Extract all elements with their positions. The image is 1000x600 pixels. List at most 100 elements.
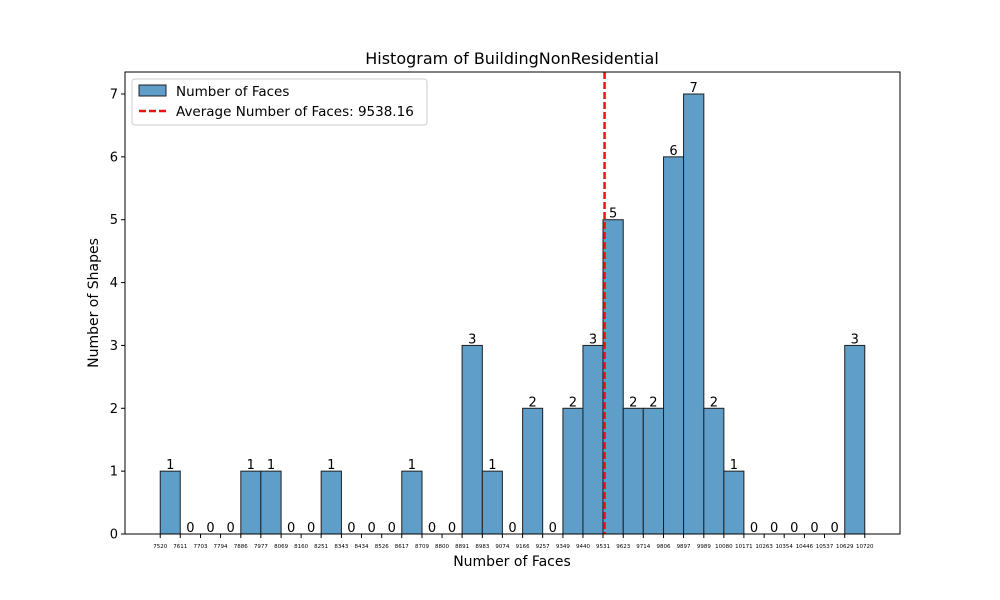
histogram-bar xyxy=(481,470,503,535)
bar-value-label: 0 xyxy=(770,521,778,536)
bar-value-label: 0 xyxy=(347,521,355,536)
y-tick-label: 0 xyxy=(110,528,118,543)
x-tick-label: 9257 xyxy=(536,544,550,550)
x-tick-label: 7794 xyxy=(214,544,228,550)
histogram-bar xyxy=(844,344,866,535)
x-tick-label: 9349 xyxy=(556,544,570,550)
x-tick-label: 10171 xyxy=(735,544,753,550)
bar-value-label: 0 xyxy=(307,521,315,536)
legend-box xyxy=(131,78,428,126)
x-tick-label: 8069 xyxy=(274,544,288,550)
histogram-bar xyxy=(663,156,685,535)
x-tick-label: 10537 xyxy=(816,544,834,550)
histogram-bar xyxy=(159,470,181,535)
bar-value-label: 0 xyxy=(227,521,235,536)
bar-value-label: 6 xyxy=(669,144,677,159)
x-tick-label: 8891 xyxy=(455,544,469,550)
x-tick-label: 8434 xyxy=(354,544,368,550)
legend-label-average: Average Number of Faces: 9538.16 xyxy=(176,104,414,120)
bar-value-label: 0 xyxy=(508,521,516,536)
histogram-bar xyxy=(461,344,483,535)
histogram-bar xyxy=(240,470,262,535)
bar-value-label: 7 xyxy=(690,81,698,96)
bar-value-label: 1 xyxy=(267,458,275,473)
y-tick-label: 4 xyxy=(110,276,118,291)
x-tick-label: 8800 xyxy=(435,544,449,550)
x-axis: 7520 7611 7703 7794 7886 7977 8069 8160 8251 8343… xyxy=(153,534,874,550)
bar-value-label: 5 xyxy=(609,207,617,222)
bar-value-label: 2 xyxy=(629,395,637,410)
y-tick-label: 5 xyxy=(110,213,118,228)
bar-value-label: 1 xyxy=(327,458,335,473)
histogram-bar xyxy=(683,93,705,535)
bars-layer xyxy=(159,93,866,535)
x-tick-label: 9166 xyxy=(516,544,530,550)
x-tick-label: 9897 xyxy=(677,544,691,550)
legend: Number of Faces Average Number of Faces:… xyxy=(131,78,428,126)
histogram-bar xyxy=(582,344,604,535)
x-tick-label: 8983 xyxy=(475,544,489,550)
x-tick-label: 9531 xyxy=(596,544,610,550)
y-tick-label: 3 xyxy=(110,339,118,354)
x-tick-label: 10720 xyxy=(856,544,874,550)
histogram-bar xyxy=(562,407,584,535)
x-tick-label: 9623 xyxy=(616,544,630,550)
x-tick-label: 8343 xyxy=(334,544,348,550)
bar-value-label: 1 xyxy=(408,458,416,473)
bar-value-label: 1 xyxy=(488,458,496,473)
histogram-bar xyxy=(522,407,544,535)
legend-label-faces: Number of Faces xyxy=(176,84,289,100)
bar-value-label: 0 xyxy=(428,521,436,536)
bar-value-label: 0 xyxy=(388,521,396,536)
histogram-bar xyxy=(401,470,423,535)
histogram-bar xyxy=(602,219,624,535)
x-tick-label: 7703 xyxy=(194,544,208,550)
x-tick-label: 10354 xyxy=(775,544,793,550)
bar-value-label: 0 xyxy=(206,521,214,536)
histogram-bar xyxy=(703,407,725,535)
bar-value-label: 0 xyxy=(448,521,456,536)
x-tick-label: 7611 xyxy=(173,544,187,550)
x-tick-label: 7886 xyxy=(234,544,248,550)
y-tick-label: 6 xyxy=(110,150,118,165)
bar-value-label: 0 xyxy=(790,521,798,536)
x-tick-label: 7977 xyxy=(254,544,268,550)
x-tick-label: 8160 xyxy=(294,544,308,550)
bar-value-label: 1 xyxy=(166,458,174,473)
y-tick-label: 1 xyxy=(110,465,118,480)
histogram-bar xyxy=(622,407,644,535)
bar-value-label: 2 xyxy=(569,395,577,410)
bar-value-label: 0 xyxy=(830,521,838,536)
x-tick-label: 10263 xyxy=(755,544,773,550)
x-tick-label: 9074 xyxy=(495,544,509,550)
bar-value-label: 2 xyxy=(529,395,537,410)
bar-value-label: 1 xyxy=(730,458,738,473)
histogram-bar xyxy=(320,470,342,535)
bar-value-label: 3 xyxy=(468,332,476,347)
x-tick-label: 9714 xyxy=(636,544,650,550)
bar-value-label: 1 xyxy=(247,458,255,473)
histogram-bar xyxy=(642,407,665,535)
x-tick-label: 9989 xyxy=(697,544,711,550)
x-tick-label: 8709 xyxy=(415,544,429,550)
bar-value-label: 0 xyxy=(367,521,375,536)
bar-value-label: 0 xyxy=(186,521,194,536)
x-tick-label: 9806 xyxy=(657,544,671,550)
x-tick-label: 9440 xyxy=(576,544,590,550)
y-axis-title: Number of Shapes xyxy=(86,238,102,368)
x-tick-label: 8526 xyxy=(375,544,389,550)
y-tick-label: 7 xyxy=(110,88,118,103)
bar-value-label: 0 xyxy=(287,521,295,536)
bar-value-label: 3 xyxy=(851,332,859,347)
histogram-bar xyxy=(723,470,745,535)
x-tick-label: 10446 xyxy=(796,544,814,550)
y-tick-label: 2 xyxy=(110,402,118,417)
bar-value-label: 0 xyxy=(750,521,758,536)
y-axis: 0 1 2 3 4 5 6 7 xyxy=(110,88,125,543)
legend-bar-swatch xyxy=(138,84,167,97)
plot-area-frame xyxy=(124,71,901,535)
x-tick-label: 10629 xyxy=(836,544,854,550)
bar-value-label: 0 xyxy=(549,521,557,536)
